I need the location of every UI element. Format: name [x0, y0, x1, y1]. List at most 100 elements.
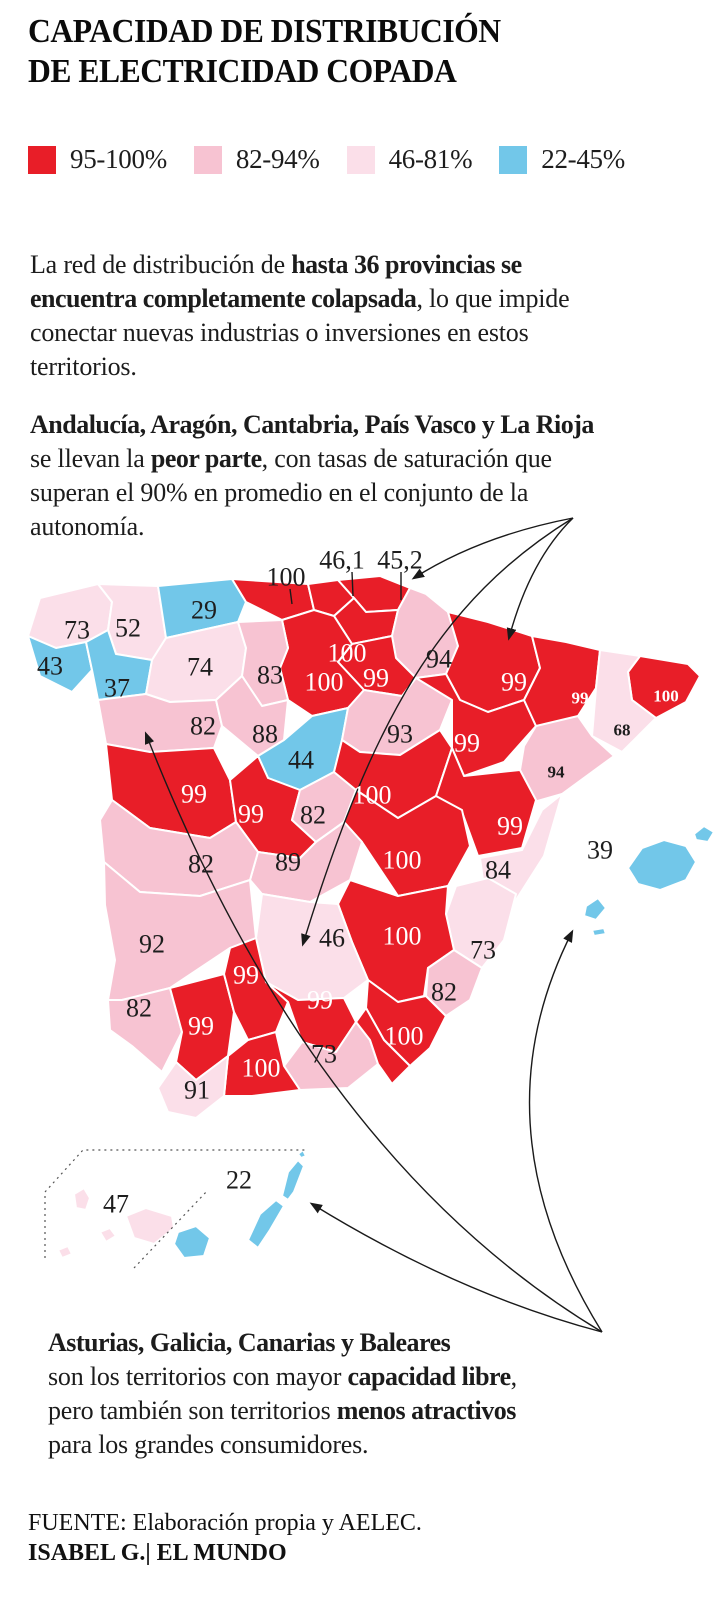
province-value-label: 99 — [181, 780, 207, 809]
text-line: se llevan la peor parte, con tasas de sa… — [30, 444, 552, 473]
province-alicante — [425, 949, 483, 1017]
province-value-label: 43 — [37, 652, 63, 681]
legend-swatch-red — [28, 145, 56, 174]
byline: ISABEL G.| EL MUNDO — [28, 1540, 287, 1566]
province-value-label: 99 — [188, 1012, 214, 1041]
callout-arrows — [144, 517, 603, 1333]
province-value-label: 47 — [103, 1190, 129, 1219]
province-value-label: 99 — [363, 664, 389, 693]
province-value-label: 22 — [226, 1166, 252, 1195]
province-value-label: 82 — [188, 850, 214, 879]
footer: FUENTE: Elaboración propia y AELEC. ISAB… — [28, 1508, 422, 1568]
legend-item-lightpink: 46-81% — [346, 144, 473, 175]
legend-swatch-blue — [499, 145, 528, 174]
legend-label: 95-100% — [70, 144, 167, 174]
province-value-label: 99 — [233, 961, 259, 990]
province-value-label: 82 — [190, 712, 216, 741]
province-value-label: 94 — [548, 763, 566, 782]
province-value-label: 37 — [104, 674, 130, 703]
province-value-label: 92 — [139, 930, 165, 959]
province-value-label: 74 — [187, 653, 213, 682]
title-line-2: DE ELECTRICIDAD COPADA — [28, 53, 457, 90]
text-line: para los grandes consumidores. — [48, 1430, 369, 1459]
province-lleida — [523, 635, 601, 729]
source-line: FUENTE: Elaboración propia y AELEC. — [28, 1510, 422, 1536]
province-value-label: 46,1 — [319, 546, 365, 575]
provinces — [27, 575, 715, 1259]
island-el-hierro — [57, 1245, 73, 1259]
leader-cantabria — [289, 588, 293, 605]
page-title: CAPACIDAD DE DISTRIBUCIÓN DE ELECTRICIDA… — [28, 12, 501, 92]
legend-item-blue: 22-45% — [499, 144, 625, 175]
text-line: territorios. — [30, 352, 137, 381]
text-line: La red de distribución de hasta 36 provi… — [30, 250, 522, 279]
island-menorca — [693, 825, 715, 843]
intro-paragraph: La red de distribución de hasta 36 provi… — [30, 248, 570, 384]
province-value-label: 73 — [311, 1040, 337, 1069]
province-badajoz — [103, 861, 257, 1001]
province-value-label: 99 — [238, 800, 264, 829]
island-fuerteventura — [247, 1199, 285, 1249]
legend-label: 46-81% — [388, 144, 473, 174]
spain-map: 73 52 43 37 29 100 46,1 45,2 74 83 100 100 99 94 99 99 1… — [27, 517, 715, 1333]
province-value-label: 100 — [353, 781, 392, 810]
province-value-label: 73 — [470, 936, 496, 965]
province-cadiz — [157, 1055, 229, 1119]
province-barcelona — [591, 649, 657, 753]
province-value-label: 100 — [653, 687, 679, 706]
arrow-top-to-center — [301, 517, 574, 947]
province-value-label: 89 — [275, 848, 301, 877]
canarias-inset-frame — [44, 1149, 307, 1258]
province-valladolid — [215, 675, 289, 757]
arrow-bottom-to-galicia — [144, 731, 603, 1333]
text-line: son los territorios con mayor capacidad … — [48, 1362, 517, 1391]
text-line: conectar nuevas industrias o inversiones… — [30, 318, 529, 347]
province-cuenca — [343, 789, 471, 897]
province-value-label: 100 — [383, 922, 422, 951]
province-value-label: 46 — [319, 924, 345, 953]
text-line: autonomía. — [30, 512, 145, 541]
island-tenerife — [125, 1207, 175, 1245]
legend-label: 82-94% — [235, 144, 320, 174]
province-value-label: 99 — [572, 689, 589, 708]
province-value-label: 99 — [307, 986, 333, 1015]
province-toledo — [249, 821, 363, 903]
province-value-label: 82 — [126, 994, 152, 1023]
province-value-label: 100 — [383, 846, 422, 875]
island-ibiza — [583, 897, 607, 921]
legend-swatch-pink — [193, 145, 222, 174]
province-asturias — [157, 578, 247, 639]
island-gran-canaria — [173, 1225, 211, 1259]
map-value-labels: 73 52 43 37 29 100 46,1 45,2 74 83 100 100 99 94 99 99 1… — [37, 546, 679, 1219]
legend-item-pink: 82-94% — [193, 144, 320, 175]
province-value-label: 99 — [454, 729, 480, 758]
province-value-label: 93 — [387, 720, 413, 749]
island-mallorca — [627, 839, 697, 891]
province-value-label: 88 — [252, 720, 278, 749]
province-value-label: 52 — [115, 614, 141, 643]
leader-lines — [289, 571, 402, 605]
province-value-label: 100 — [242, 1054, 281, 1083]
arrow-bottom-to-baleares — [528, 929, 603, 1333]
province-value-label: 82 — [431, 978, 457, 1007]
text-line: encuentra completamente colapsada, lo qu… — [30, 284, 570, 313]
worst-regions-paragraph: Andalucía, Aragón, Cantabria, País Vasco… — [30, 408, 594, 544]
province-value-label: 39 — [587, 836, 613, 865]
island-lanzarote — [281, 1159, 305, 1201]
province-huelva — [107, 987, 183, 1073]
legend-swatch-lightpink — [346, 145, 375, 174]
text-line: superan el 90% en promedio en el conjunt… — [30, 478, 529, 507]
province-value-label: 29 — [191, 596, 217, 625]
arrow-bottom-to-canarias — [309, 1202, 603, 1333]
arrow-top-to-pais-vasco — [411, 517, 574, 580]
text-line: Asturias, Galicia, Canarias y Baleares — [48, 1328, 451, 1357]
province-value-label: 45,2 — [377, 546, 423, 575]
arrow-top-to-huesca — [506, 517, 574, 641]
province-value-label: 100 — [385, 1022, 424, 1051]
legend-label: 22-45% — [541, 144, 625, 174]
province-value-label: 99 — [497, 812, 523, 841]
island-islote — [297, 1149, 307, 1159]
province-value-label: 83 — [257, 661, 283, 690]
legend: 95-100% 82-94% 46-81% 22-45% — [28, 144, 625, 175]
province-almeria — [355, 1007, 411, 1085]
